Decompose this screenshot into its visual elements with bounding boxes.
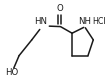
Text: HN: HN [34,18,47,26]
Text: HCl: HCl [92,18,106,26]
Text: NH: NH [78,18,91,26]
Text: O: O [56,4,63,13]
Text: HO: HO [5,68,19,77]
